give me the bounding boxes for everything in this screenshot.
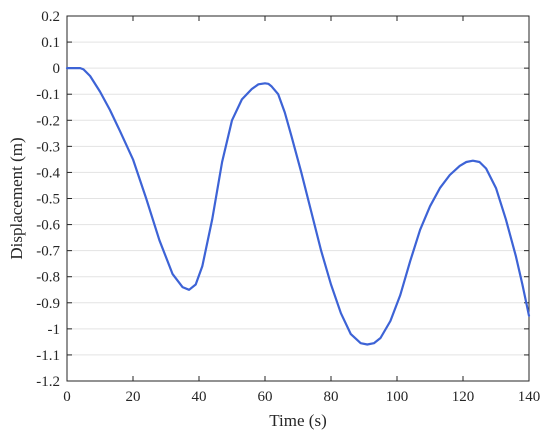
x-tick-label: 100	[386, 389, 409, 405]
y-tick-label: -0.2	[36, 113, 60, 129]
series-line	[65, 66, 531, 346]
x-tick-label: 20	[126, 389, 141, 405]
y-tick-label: -0.6	[36, 218, 60, 234]
x-tick-label: 40	[192, 389, 207, 405]
x-axis-label: Time (s)	[269, 411, 326, 430]
x-tick-label: 80	[324, 389, 339, 405]
y-tick-label: -0.1	[36, 87, 60, 103]
y-tick-label: -0.5	[36, 192, 60, 208]
y-tick-label: -0.9	[36, 296, 60, 312]
x-tick-label: 60	[258, 389, 273, 405]
y-tick-label: -1	[48, 322, 61, 338]
y-tick-label: -0.7	[36, 244, 60, 260]
axis-ticks: 0.2 0.1 0 -0.1 -0.2 -0.3 -0.4 -0.5 -0.6 -0.7 -0.8 -…	[36, 9, 540, 405]
grid-lines	[67, 15, 529, 382]
y-axis-label: Displacement (m)	[7, 137, 26, 259]
y-tick-label: 0.1	[41, 35, 60, 51]
x-tick-label: 0	[63, 389, 71, 405]
y-tick-label: 0	[53, 61, 61, 77]
x-tick-label: 120	[452, 389, 475, 405]
y-tick-label: 0.2	[41, 9, 60, 25]
x-tick-label: 140	[518, 389, 541, 405]
y-tick-label: -0.3	[36, 139, 60, 155]
y-tick-label: -1.2	[36, 374, 60, 390]
series-layer	[65, 66, 531, 346]
y-tick-label: -0.4	[36, 165, 60, 181]
y-tick-label: -0.8	[36, 270, 60, 286]
y-tick-label: -1.1	[36, 348, 60, 364]
